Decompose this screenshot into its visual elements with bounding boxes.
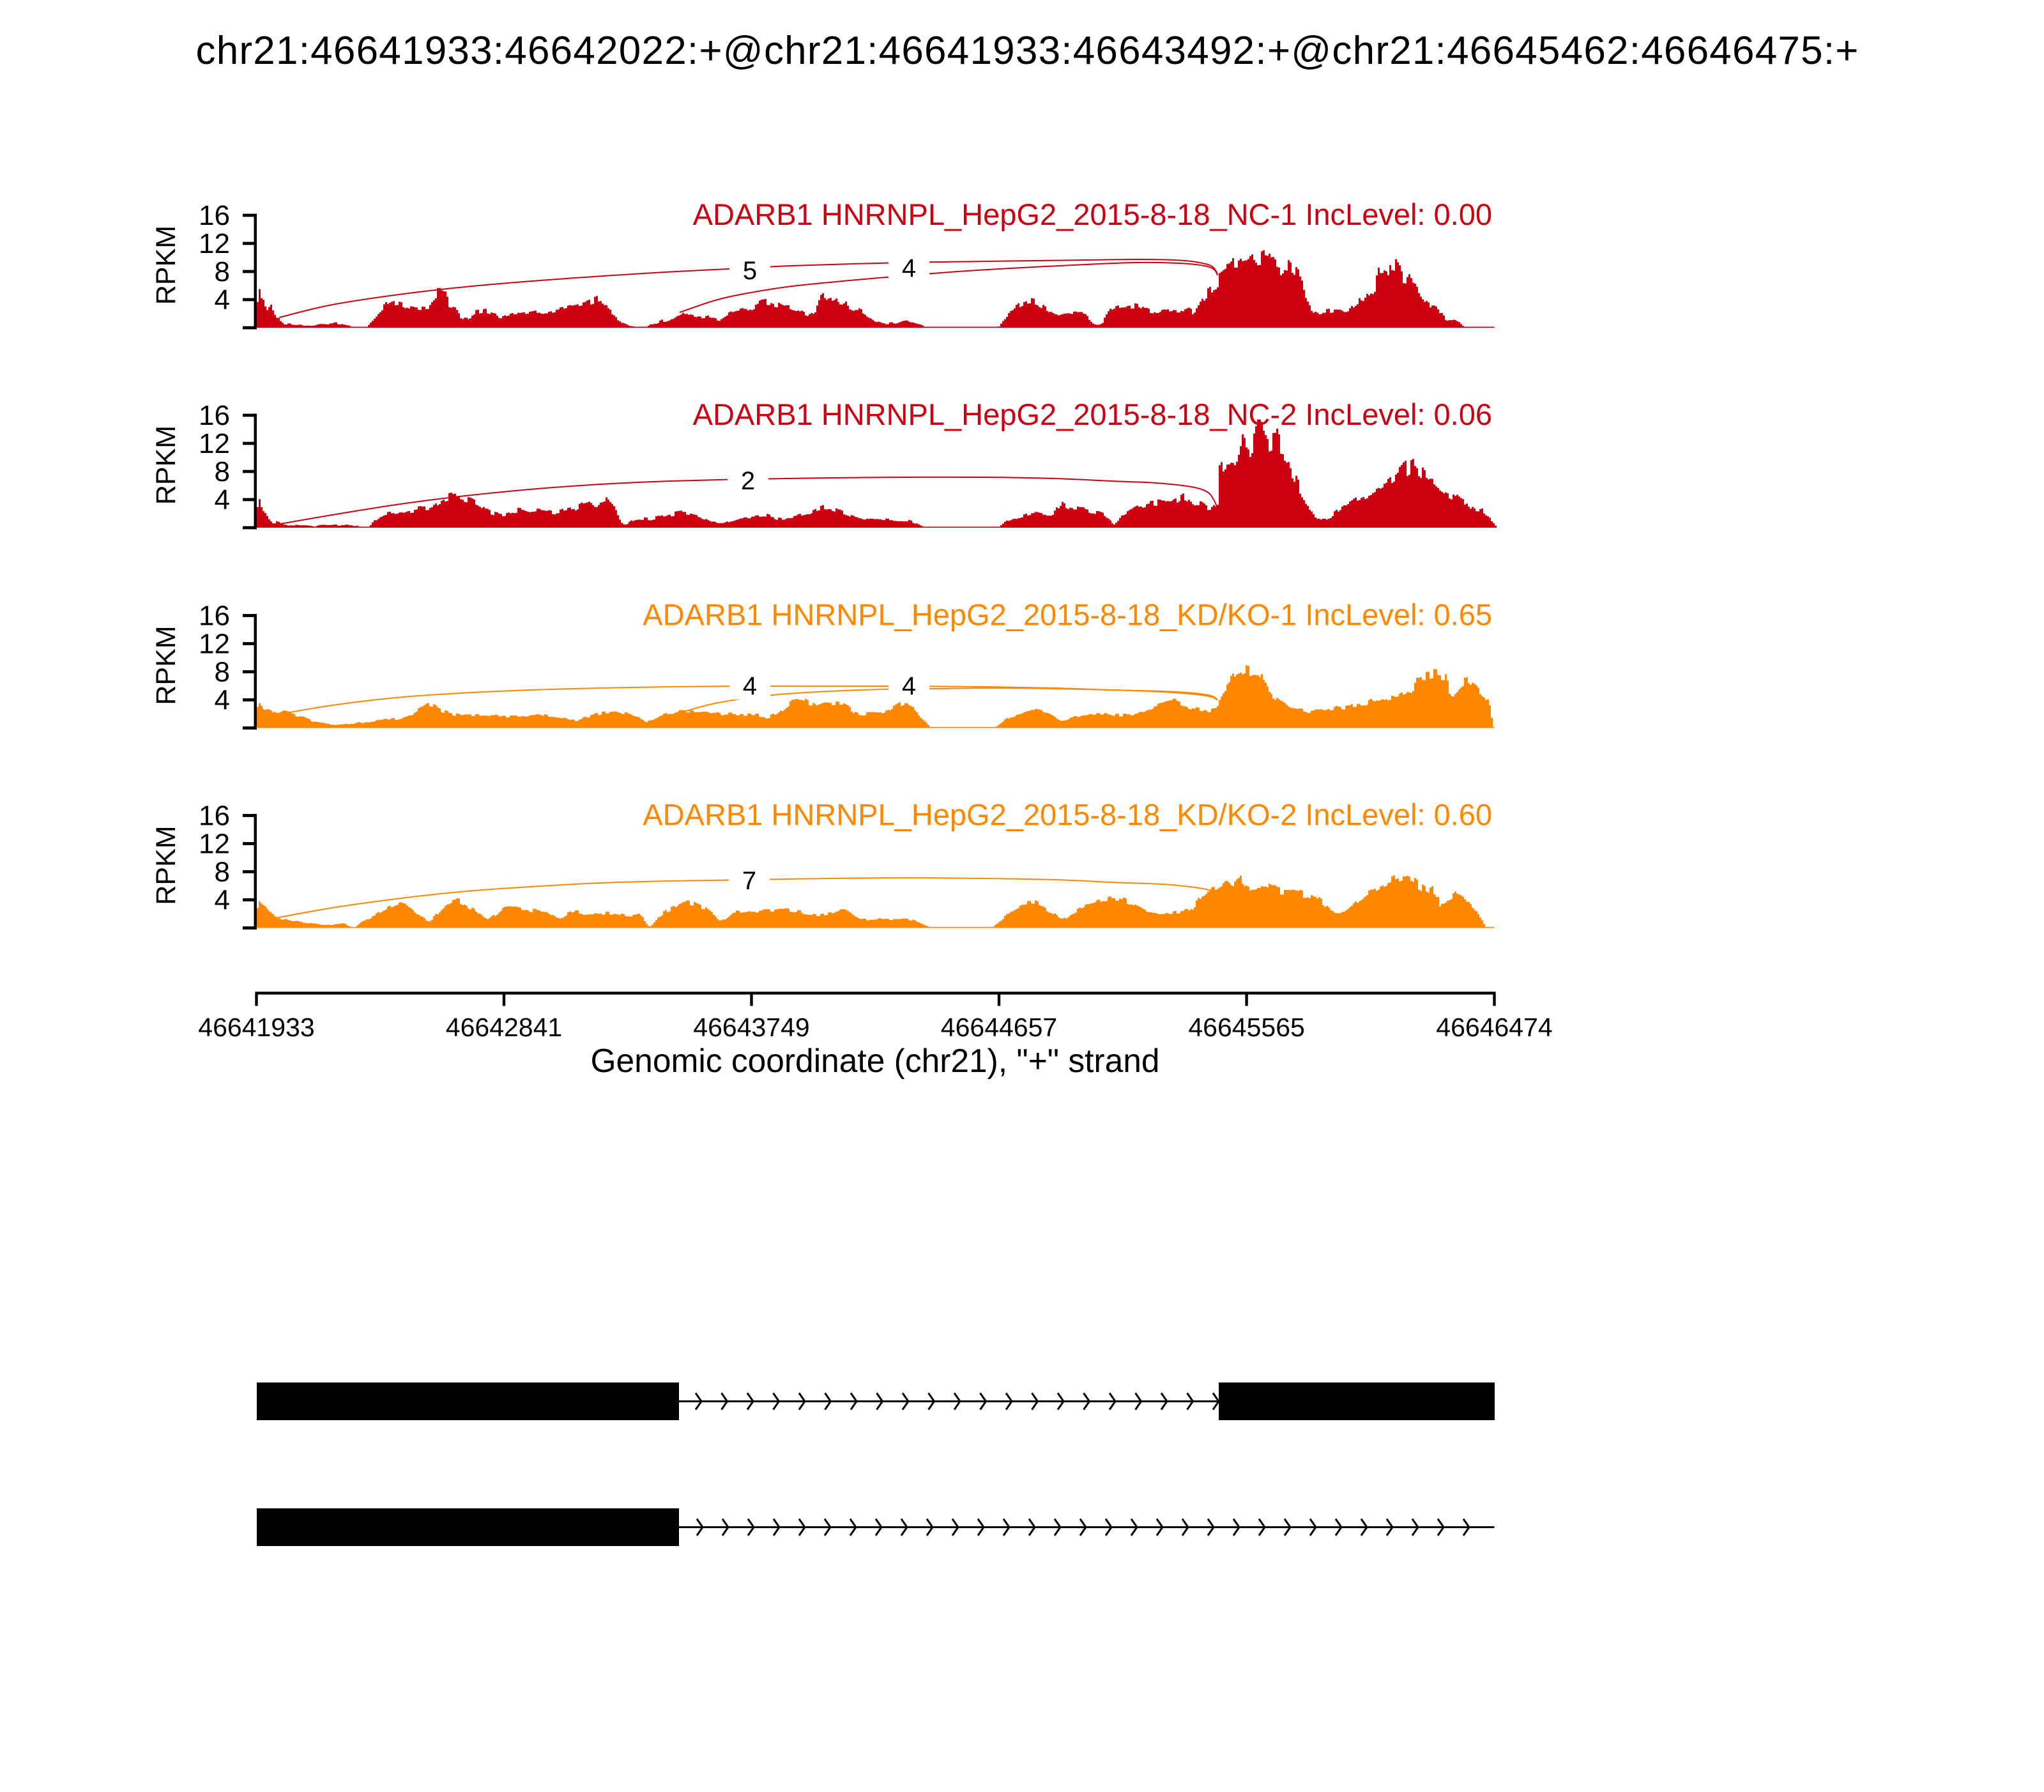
svg-text:46644657: 46644657: [941, 1013, 1057, 1042]
svg-text:4: 4: [743, 672, 757, 700]
svg-text:12: 12: [199, 829, 230, 860]
svg-text:16: 16: [199, 601, 230, 632]
svg-text:16: 16: [199, 200, 230, 231]
svg-text:ADARB1 HNRNPL_HepG2_2015-8-18_: ADARB1 HNRNPL_HepG2_2015-8-18_NC-2 IncLe…: [693, 397, 1492, 431]
svg-text:8: 8: [215, 256, 230, 287]
svg-text:12: 12: [199, 629, 230, 660]
svg-text:ADARB1 HNRNPL_HepG2_2015-8-18_: ADARB1 HNRNPL_HepG2_2015-8-18_NC-1 IncLe…: [693, 197, 1492, 231]
svg-text:5: 5: [743, 257, 757, 285]
svg-text:chr21:46641933:46642022:+@chr2: chr21:46641933:46642022:+@chr21:46641933…: [196, 29, 1859, 73]
svg-text:4: 4: [215, 885, 230, 916]
svg-text:RPKM: RPKM: [151, 625, 181, 705]
svg-text:4: 4: [902, 672, 916, 700]
svg-text:Genomic coordinate (chr21), "+: Genomic coordinate (chr21), "+" strand: [590, 1042, 1159, 1079]
svg-text:RPKM: RPKM: [151, 425, 181, 505]
svg-text:RPKM: RPKM: [151, 825, 181, 905]
svg-text:ADARB1 HNRNPL_HepG2_2015-8-18_: ADARB1 HNRNPL_HepG2_2015-8-18_KD/KO-2 In…: [643, 798, 1492, 832]
svg-text:46646474: 46646474: [1436, 1013, 1552, 1042]
svg-text:46641933: 46641933: [198, 1013, 314, 1042]
svg-text:8: 8: [215, 456, 230, 487]
svg-text:8: 8: [215, 657, 230, 688]
svg-text:16: 16: [199, 800, 230, 832]
svg-text:ADARB1 HNRNPL_HepG2_2015-8-18_: ADARB1 HNRNPL_HepG2_2015-8-18_KD/KO-1 In…: [643, 598, 1492, 632]
svg-text:46645565: 46645565: [1188, 1013, 1304, 1042]
svg-text:7: 7: [742, 867, 756, 895]
svg-text:16: 16: [199, 400, 230, 431]
svg-text:46643749: 46643749: [693, 1013, 809, 1042]
svg-text:46642841: 46642841: [446, 1013, 562, 1042]
svg-text:4: 4: [902, 254, 916, 282]
svg-text:4: 4: [215, 284, 230, 316]
svg-text:12: 12: [199, 428, 230, 459]
svg-text:8: 8: [215, 857, 230, 888]
svg-text:4: 4: [215, 685, 230, 716]
svg-text:12: 12: [199, 228, 230, 259]
svg-text:RPKM: RPKM: [151, 226, 181, 305]
svg-text:4: 4: [215, 484, 230, 516]
svg-text:2: 2: [741, 467, 755, 495]
